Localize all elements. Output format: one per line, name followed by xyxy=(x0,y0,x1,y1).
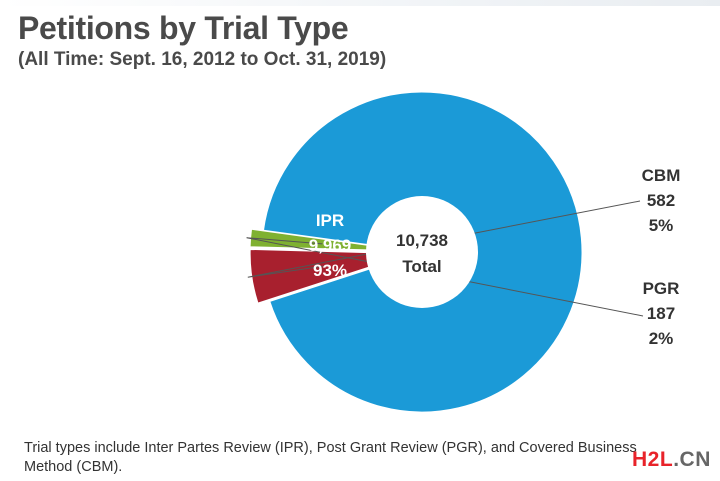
label-cbm-percent: 5% xyxy=(649,216,674,235)
label-ipr-value: 9,969 xyxy=(309,236,352,255)
footnote: Trial types include Inter Partes Review … xyxy=(24,440,637,475)
leader-cbm xyxy=(247,200,641,278)
watermark-logo: H2L.CN xyxy=(632,448,711,471)
label-pgr-percent: 2% xyxy=(649,329,674,348)
total-value: 10,738 xyxy=(396,231,448,250)
slice-labels: IPR 9,969 93% CBM 582 5% PGR 187 2% xyxy=(309,166,681,348)
label-cbm-value: 582 xyxy=(647,191,675,210)
label-pgr-value: 187 xyxy=(647,304,675,323)
donut-hole xyxy=(366,196,478,308)
top-band xyxy=(0,0,720,6)
label-ipr-name: IPR xyxy=(316,211,344,230)
label-ipr-percent: 93% xyxy=(313,261,347,280)
chart-title: Petitions by Trial Type xyxy=(18,10,349,46)
label-pgr-name: PGR xyxy=(643,279,680,298)
total-label: Total xyxy=(402,257,441,276)
label-cbm-name: CBM xyxy=(642,166,681,185)
chart-subtitle: (All Time: Sept. 16, 2012 to Oct. 31, 20… xyxy=(18,49,387,70)
leader-lines xyxy=(246,200,644,317)
leader-pgr xyxy=(246,237,644,317)
